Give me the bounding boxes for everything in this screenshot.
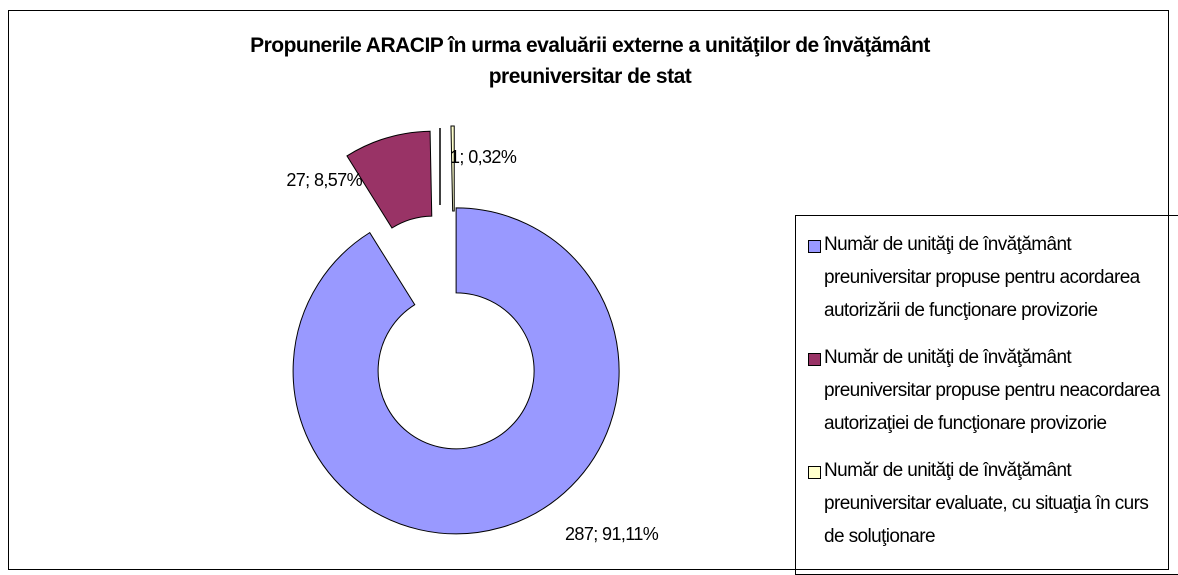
donut-slice <box>450 125 455 212</box>
legend-swatch <box>808 240 821 253</box>
data-label: 287; 91,11% <box>565 524 659 544</box>
page: Propunerile ARACIP în urma evaluării ext… <box>8 10 1178 575</box>
legend-label: Număr de unităţi de învăţământ preuniver… <box>824 460 1149 547</box>
donut-slice <box>292 207 620 535</box>
chart-title: Propunerile ARACIP în urma evaluării ext… <box>250 34 930 88</box>
legend: Număr de unităţi de învăţământ preuniver… <box>795 215 1178 575</box>
legend-swatch <box>808 353 821 366</box>
legend-label: Număr de unităţi de învăţământ preuniver… <box>824 347 1160 434</box>
legend-label: Număr de unităţi de învăţământ preuniver… <box>824 234 1140 321</box>
donut-slice <box>346 130 433 229</box>
legend-swatch <box>808 466 821 479</box>
data-label: 1; 0,32% <box>450 147 517 167</box>
data-label: 27; 8,57% <box>286 170 362 190</box>
chart: 287; 91,11% 27; 8,57% 1; 0,32% <box>286 125 659 544</box>
